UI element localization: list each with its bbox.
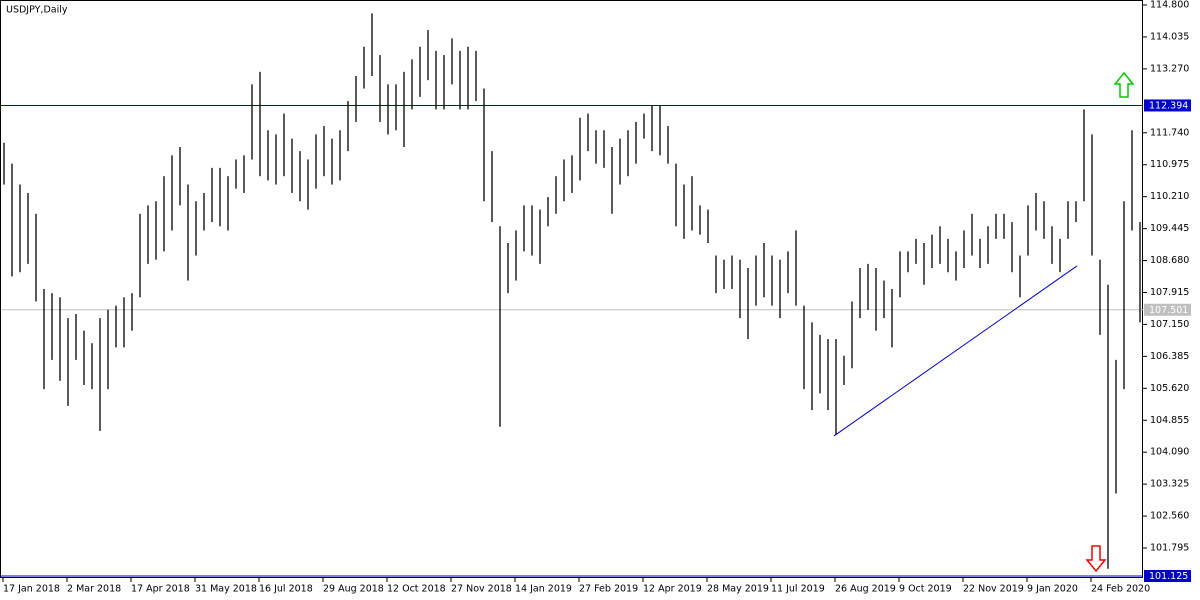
- y-tick-label: 103.325: [1150, 479, 1189, 490]
- y-tick-label: 106.385: [1150, 351, 1189, 362]
- x-tick-label: 17 Apr 2018: [131, 584, 190, 595]
- y-tick-label: 101.795: [1150, 543, 1189, 554]
- x-tick-label: 28 May 2019: [707, 584, 769, 595]
- x-tick-label: 9 Oct 2019: [899, 584, 952, 595]
- trendline: [833, 265, 1078, 437]
- x-tick-label: 29 Aug 2018: [323, 584, 384, 595]
- y-tick-label: 111.740: [1150, 127, 1189, 138]
- level-label: 107.501: [1149, 305, 1188, 316]
- x-tick-label: 11 Jul 2019: [771, 584, 825, 595]
- x-tick-label: 27 Nov 2018: [451, 584, 512, 595]
- up-arrow-icon: [1113, 71, 1135, 98]
- x-tick-label: 2 Mar 2018: [67, 584, 121, 595]
- x-tick-label: 26 Aug 2019: [835, 584, 896, 595]
- plot-frame: [0, 0, 1143, 578]
- y-tick-label: 113.270: [1150, 63, 1189, 74]
- y-tick-label: 102.560: [1150, 511, 1189, 522]
- x-tick-label: 17 Jan 2018: [3, 584, 60, 595]
- x-tick-label: 12 Apr 2019: [643, 584, 702, 595]
- level-label: 101.125: [1149, 571, 1188, 582]
- y-tick-label: 107.915: [1150, 287, 1189, 298]
- chart-title: USDJPY,Daily: [6, 5, 68, 16]
- y-tick-label: 104.855: [1150, 415, 1189, 426]
- y-tick-label: 104.090: [1150, 447, 1189, 458]
- x-tick-label: 12 Oct 2018: [387, 584, 446, 595]
- level-label-box: [1144, 99, 1191, 112]
- y-tick-label: 109.445: [1150, 223, 1189, 234]
- y-tick-label: 110.210: [1150, 191, 1189, 202]
- x-tick-label: 24 Feb 2020: [1091, 584, 1150, 595]
- x-tick-label: 9 Jan 2020: [1027, 584, 1078, 595]
- level-label: 112.394: [1149, 100, 1188, 111]
- x-tick-label: 31 May 2018: [195, 584, 257, 595]
- y-tick-label: 105.620: [1150, 383, 1189, 394]
- y-tick-label: 108.680: [1150, 255, 1189, 266]
- y-tick-label: 114.800: [1150, 0, 1189, 11]
- y-tick-label: 107.150: [1150, 319, 1189, 330]
- y-tick-label: 110.975: [1150, 159, 1189, 170]
- level-label-box: [1144, 569, 1191, 582]
- x-tick-label: 16 Jul 2018: [259, 584, 313, 595]
- x-tick-label: 14 Jan 2019: [515, 584, 572, 595]
- x-tick-label: 22 Nov 2019: [963, 584, 1024, 595]
- down-arrow-icon: [1085, 545, 1107, 573]
- level-label-box: [1144, 303, 1191, 316]
- x-tick-label: 27 Feb 2019: [579, 584, 638, 595]
- y-tick-label: 114.035: [1150, 31, 1189, 42]
